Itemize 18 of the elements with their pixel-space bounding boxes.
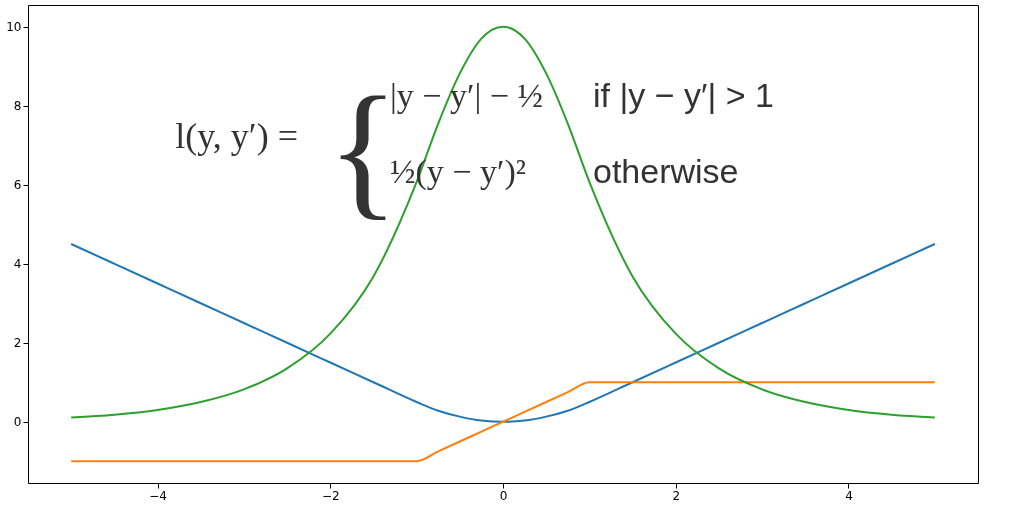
y-tick-label: 0 [13,415,22,430]
y-tick-label: 6 [13,178,22,193]
x-tick-label: 2 [672,488,681,503]
annotation: if |y − y′| > 1 [593,76,774,114]
line-series [70,243,936,423]
line-series [70,381,936,463]
x-tick-label: −2 [321,488,340,503]
annotation: otherwise [593,152,739,190]
x-tick-label: −4 [149,488,167,503]
x-tick-label: 0 [499,488,508,503]
annotation: |y − y′| − ½ [390,77,543,114]
y-tick-label: 2 [13,336,22,351]
y-tick-label: 4 [13,257,22,272]
x-tick-label: 4 [845,488,853,503]
line-series [70,25,936,419]
annotation: l(y, y′) = [175,116,298,156]
y-tick-label: 10 [6,20,22,35]
y-tick-label: 8 [13,99,22,114]
